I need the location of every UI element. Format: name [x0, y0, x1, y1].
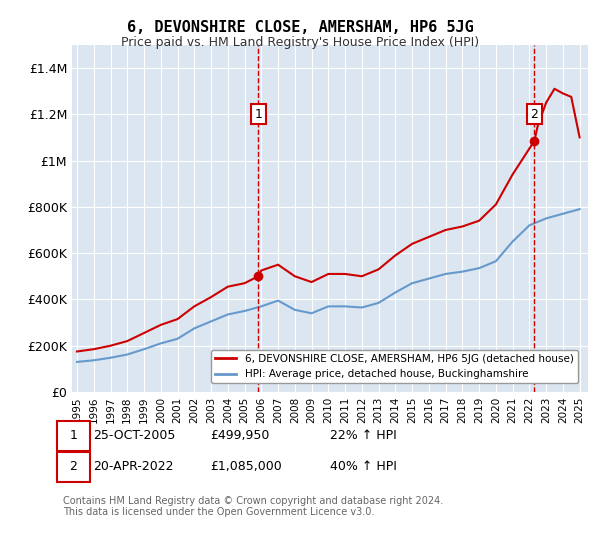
Text: 40% ↑ HPI: 40% ↑ HPI: [330, 460, 397, 473]
Legend: 6, DEVONSHIRE CLOSE, AMERSHAM, HP6 5JG (detached house), HPI: Average price, det: 6, DEVONSHIRE CLOSE, AMERSHAM, HP6 5JG (…: [211, 350, 578, 383]
Text: Price paid vs. HM Land Registry's House Price Index (HPI): Price paid vs. HM Land Registry's House …: [121, 36, 479, 49]
Text: 2: 2: [70, 460, 77, 473]
Text: 25-OCT-2005: 25-OCT-2005: [93, 429, 175, 442]
Text: 1: 1: [70, 429, 77, 442]
Text: £1,085,000: £1,085,000: [210, 460, 282, 473]
Text: £499,950: £499,950: [210, 429, 269, 442]
Text: 6, DEVONSHIRE CLOSE, AMERSHAM, HP6 5JG: 6, DEVONSHIRE CLOSE, AMERSHAM, HP6 5JG: [127, 20, 473, 35]
Text: 20-APR-2022: 20-APR-2022: [93, 460, 173, 473]
Text: 2: 2: [530, 108, 538, 121]
Text: 22% ↑ HPI: 22% ↑ HPI: [330, 429, 397, 442]
Text: 1: 1: [254, 108, 262, 121]
Text: Contains HM Land Registry data © Crown copyright and database right 2024.
This d: Contains HM Land Registry data © Crown c…: [63, 496, 443, 517]
